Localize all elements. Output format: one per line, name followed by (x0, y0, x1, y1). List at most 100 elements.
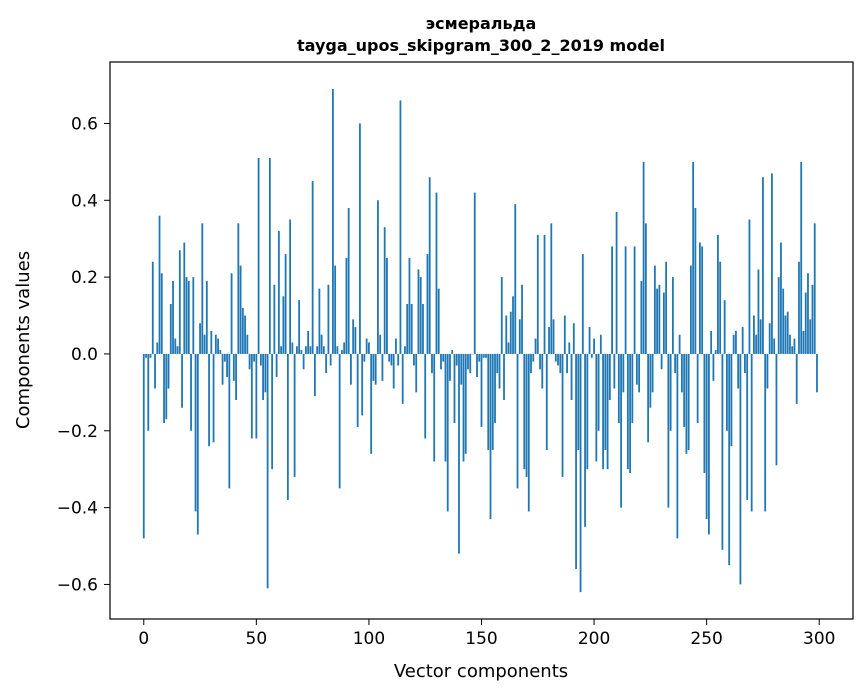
bar-52 (259, 353, 262, 366)
bar-200 (593, 338, 595, 354)
bar-212 (620, 353, 622, 508)
bar-103 (374, 353, 377, 385)
bar-165 (514, 204, 517, 354)
bar-66 (291, 342, 294, 354)
bar-281 (775, 353, 778, 466)
bar-196 (584, 353, 586, 527)
bar-269 (748, 219, 751, 354)
bar-270 (750, 353, 753, 512)
bar-114 (399, 100, 402, 354)
x-axis-label: Vector components (394, 661, 568, 682)
bar-152 (485, 353, 487, 358)
bar-68 (295, 346, 298, 354)
bar-54 (264, 353, 267, 393)
bar-193 (577, 353, 580, 450)
bar-121 (415, 353, 418, 393)
bar-286 (786, 311, 789, 354)
bar-76 (313, 353, 316, 397)
bar-227 (653, 265, 656, 354)
bar-141 (460, 353, 463, 385)
bar-107 (383, 227, 386, 354)
bar-129 (433, 353, 436, 462)
bar-229 (658, 284, 661, 354)
bar-118 (408, 257, 411, 354)
bar-144 (467, 353, 469, 370)
bar-255 (717, 234, 719, 354)
bar-218 (633, 246, 636, 354)
bar-70 (300, 350, 303, 354)
bar-133 (442, 353, 445, 362)
bar-30 (210, 330, 213, 354)
bar-13 (172, 280, 174, 354)
bar-231 (662, 292, 665, 354)
chart-title: эсмеральда (426, 14, 537, 33)
bar-241 (685, 353, 688, 454)
bar-15 (176, 346, 179, 354)
bar-19 (185, 277, 188, 354)
bar-237 (676, 353, 679, 539)
bar-282 (777, 277, 780, 354)
bar-31 (212, 353, 215, 443)
bar-16 (178, 250, 181, 354)
bar-297 (811, 284, 814, 354)
bar-252 (710, 330, 713, 354)
bar-243 (689, 265, 692, 354)
bar-24 (196, 353, 199, 535)
bar-271 (753, 315, 755, 354)
bar-248 (701, 246, 704, 354)
bar-14 (174, 338, 177, 354)
bar-71 (302, 353, 305, 370)
bar-101 (370, 353, 373, 454)
bar-211 (617, 353, 620, 424)
bar-238 (678, 334, 681, 354)
bar-75 (311, 181, 314, 354)
bar-223 (644, 223, 647, 354)
chart-subtitle: tayga_upos_skipgram_300_2_2019 model (297, 36, 665, 55)
bar-182 (552, 319, 555, 354)
bar-216 (629, 353, 631, 474)
bar-127 (428, 177, 431, 354)
bar-series (142, 88, 818, 593)
bar-11 (167, 353, 170, 389)
bar-203 (599, 334, 602, 354)
bar-138 (453, 353, 456, 424)
bar-37 (226, 353, 228, 377)
bar-145 (469, 353, 472, 374)
bar-172 (530, 353, 532, 374)
bar-115 (401, 353, 404, 404)
x-tick-label: 0 (138, 629, 149, 649)
bar-296 (809, 319, 812, 354)
bar-284 (782, 288, 785, 354)
bar-149 (478, 353, 481, 362)
bar-258 (723, 300, 726, 354)
bar-116 (404, 346, 406, 354)
bar-161 (505, 315, 508, 354)
bar-157 (496, 353, 499, 374)
bar-139 (455, 353, 458, 366)
bar-143 (464, 353, 467, 454)
bar-45 (244, 315, 246, 354)
bar-280 (773, 338, 776, 354)
bar-84 (332, 88, 334, 354)
bar-163 (509, 311, 512, 354)
bar-292 (800, 161, 803, 354)
bar-74 (309, 346, 312, 354)
bar-64 (286, 353, 289, 500)
bar-222 (642, 161, 645, 354)
bar-162 (507, 342, 510, 354)
bar-135 (446, 353, 449, 512)
bar-77 (316, 346, 319, 354)
bar-49 (253, 353, 255, 362)
bar-276 (764, 353, 767, 512)
bar-117 (406, 304, 409, 354)
y-tick-label: −0.6 (57, 575, 98, 595)
bar-89 (343, 342, 346, 354)
bar-34 (219, 350, 222, 354)
bar-168 (521, 284, 523, 354)
bar-176 (539, 353, 541, 370)
bar-7 (158, 215, 161, 354)
bar-132 (440, 353, 442, 370)
bar-17 (181, 353, 183, 408)
bar-242 (687, 353, 690, 450)
bar-278 (768, 323, 771, 354)
